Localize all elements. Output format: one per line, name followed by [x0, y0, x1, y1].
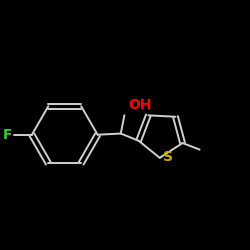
Text: S: S	[163, 150, 173, 164]
Text: F: F	[3, 128, 13, 142]
Text: OH: OH	[128, 98, 152, 112]
